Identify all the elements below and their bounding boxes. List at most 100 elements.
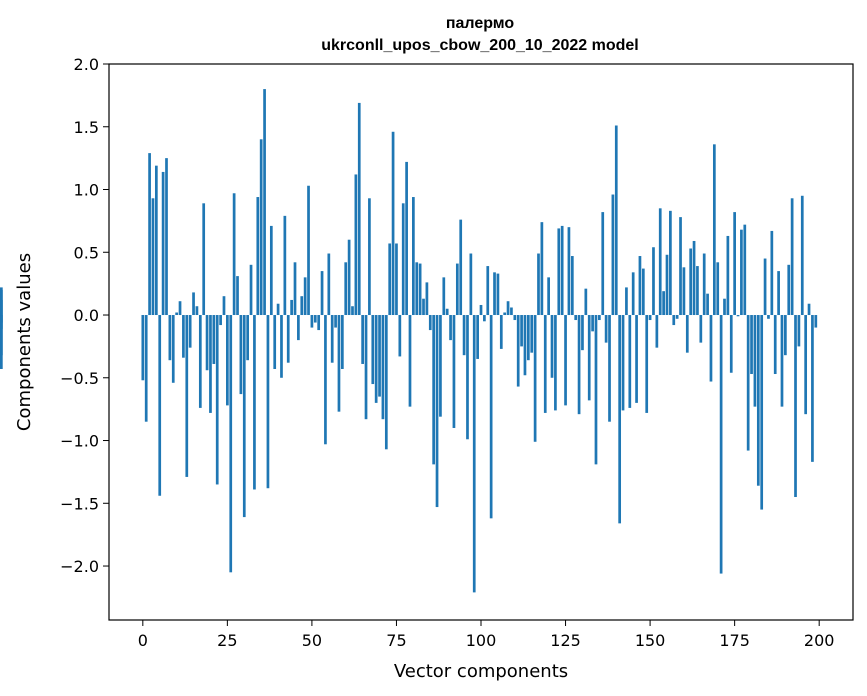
bar bbox=[628, 315, 632, 408]
bar bbox=[198, 315, 202, 408]
bar bbox=[327, 253, 331, 316]
bar bbox=[726, 235, 730, 316]
bar bbox=[459, 219, 463, 316]
bar bbox=[523, 315, 527, 376]
bar bbox=[591, 315, 594, 332]
bar bbox=[641, 268, 645, 316]
y-axis-label: Components values bbox=[14, 253, 35, 431]
bar bbox=[168, 315, 172, 361]
bar bbox=[645, 315, 649, 413]
bar bbox=[719, 315, 723, 574]
bar bbox=[371, 315, 375, 385]
bar bbox=[405, 161, 408, 316]
bar bbox=[530, 315, 534, 353]
bar bbox=[226, 315, 229, 406]
bar bbox=[655, 315, 659, 348]
bar bbox=[635, 315, 638, 403]
bar bbox=[209, 315, 212, 413]
bar bbox=[537, 253, 540, 316]
bar bbox=[307, 185, 310, 316]
bar bbox=[706, 293, 709, 316]
y-axis-ticks: −2.0 −1.5 −1.0 −0.5 0.0 0.5 1.0 1.5 2.0 bbox=[60, 55, 109, 576]
bar bbox=[466, 315, 469, 440]
x-tick-label: 125 bbox=[550, 631, 581, 650]
bar bbox=[533, 315, 537, 442]
bar bbox=[354, 174, 358, 316]
x-tick-label: 100 bbox=[466, 631, 497, 650]
bar bbox=[625, 287, 628, 316]
bar bbox=[638, 256, 642, 316]
bar bbox=[469, 253, 473, 316]
bar bbox=[297, 315, 300, 341]
bar bbox=[740, 229, 743, 316]
bar bbox=[374, 315, 378, 403]
bar bbox=[743, 224, 747, 316]
bar bbox=[455, 263, 459, 316]
bar bbox=[777, 271, 780, 316]
bar bbox=[729, 315, 733, 373]
x-tick-label: 200 bbox=[804, 631, 835, 650]
chart-title: палермо bbox=[446, 15, 515, 32]
bar bbox=[175, 312, 178, 316]
bar bbox=[303, 277, 307, 316]
bar bbox=[486, 266, 490, 316]
bar bbox=[324, 315, 327, 445]
bar bbox=[391, 131, 395, 316]
bar bbox=[520, 315, 523, 347]
bar bbox=[161, 171, 165, 316]
bar bbox=[229, 315, 233, 573]
bar bbox=[784, 315, 787, 356]
bar bbox=[797, 315, 801, 347]
bar bbox=[280, 315, 283, 378]
bar bbox=[0, 287, 3, 316]
bar bbox=[510, 307, 513, 316]
bar bbox=[340, 315, 344, 369]
bar bbox=[564, 315, 567, 406]
y-tick-label: −2.0 bbox=[60, 557, 99, 576]
bar bbox=[770, 230, 774, 316]
bar bbox=[236, 276, 239, 316]
bar bbox=[476, 315, 479, 359]
bar bbox=[300, 296, 304, 316]
bar bbox=[608, 315, 611, 422]
bar bbox=[412, 197, 415, 316]
bar bbox=[452, 315, 456, 428]
y-tick-label: 1.0 bbox=[74, 181, 99, 200]
bar bbox=[614, 125, 618, 316]
x-tick-label: 50 bbox=[302, 631, 322, 650]
bar bbox=[557, 228, 561, 316]
bar bbox=[395, 243, 398, 316]
bar bbox=[195, 306, 199, 316]
bar bbox=[631, 272, 635, 316]
y-tick-label: −1.0 bbox=[60, 432, 99, 451]
bar bbox=[479, 304, 483, 316]
x-tick-label: 75 bbox=[386, 631, 406, 650]
bar bbox=[462, 315, 466, 356]
bar bbox=[699, 315, 703, 343]
bar bbox=[807, 303, 811, 316]
bar bbox=[418, 263, 422, 316]
bar bbox=[679, 217, 682, 316]
bar bbox=[232, 193, 236, 316]
bar bbox=[401, 203, 405, 316]
bar bbox=[276, 303, 280, 316]
bar bbox=[594, 315, 598, 465]
bar bbox=[696, 266, 699, 316]
bar bbox=[368, 198, 371, 316]
bar bbox=[506, 301, 510, 316]
bar bbox=[263, 89, 266, 316]
bar bbox=[581, 315, 584, 351]
bar bbox=[540, 222, 544, 316]
bar bbox=[337, 315, 341, 412]
bar bbox=[334, 315, 337, 328]
x-axis-ticks: 0 25 50 75 100 125 150 175 200 bbox=[138, 620, 835, 650]
bar bbox=[746, 315, 750, 451]
bar bbox=[499, 315, 503, 349]
bar bbox=[560, 225, 564, 316]
bar bbox=[780, 315, 784, 407]
bar bbox=[503, 312, 507, 316]
bar bbox=[472, 315, 476, 593]
bar bbox=[188, 315, 192, 348]
bar bbox=[574, 315, 578, 321]
